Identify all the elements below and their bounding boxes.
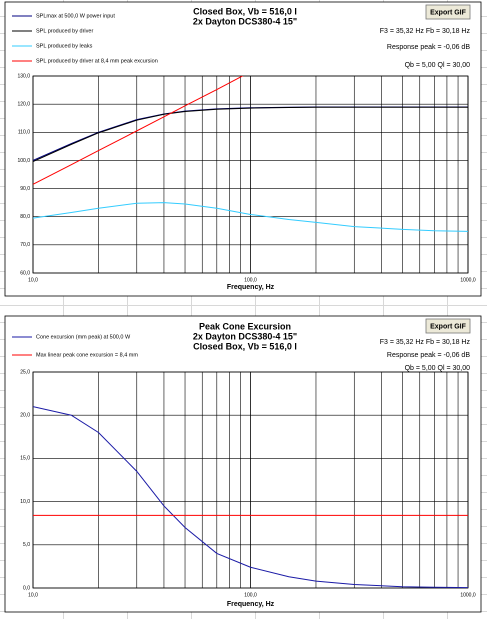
series-line [33,106,468,163]
y-tick-label: 15,0 [20,456,30,462]
x-axis-label: Frequency, Hz [227,601,275,608]
chart-title: Closed Box, Vb = 516,0 l [193,341,297,351]
chart-title: Closed Box, Vb = 516,0 l [193,6,297,16]
series-line [33,406,468,588]
y-tick-label: 25,0 [20,369,30,375]
annotation: Response peak = -0,06 dB [387,352,470,359]
annotation: F3 = 35,32 Hz Fb = 30,18 Hz [380,339,471,346]
annotation: Qb = 5,00 Ql = 30,00 [405,365,470,372]
export-button[interactable]: Export GIF [425,318,471,334]
y-tick-label: 10,0 [20,499,30,505]
button-label[interactable]: Export GIF [430,9,467,16]
x-tick-label: 1000,0 [460,592,476,598]
x-tick-label: 1000,0 [460,277,476,283]
y-tick-label: 20,0 [20,413,30,419]
y-tick-label: 120,0 [17,101,30,107]
legend-label: SPL produced by driver [36,28,93,34]
y-tick-label: 70,0 [20,242,30,248]
x-tick-label: 100,0 [244,277,257,283]
chart-title: Peak Cone Excursion [199,321,291,331]
y-tick-label: 60,0 [20,270,30,276]
export-button[interactable]: Export GIF [425,4,471,20]
chart: 0,0 5,0 10,0 15,0 20,0 25,0 10,0 100,0 1000,0 Fre… [4,315,482,613]
button-face [425,318,471,334]
y-tick-label: 5,0 [23,542,30,548]
button-label[interactable]: Export GIF [430,323,467,330]
annotation: F3 = 35,32 Hz Fb = 30,18 Hz [380,28,471,35]
y-tick-label: 90,0 [20,186,30,192]
y-tick-label: 110,0 [18,130,30,136]
button-face [425,4,471,20]
annotation: Qb = 5,00 Ql = 30,00 [405,62,470,69]
y-tick-label: 130,0 [17,73,30,79]
chart-title: 2x Dayton DCS380-4 15" [193,16,297,26]
legend-label: SPLmax at 500,0 W power input [36,13,115,19]
series-line [33,202,468,232]
x-axis-label: Frequency, Hz [227,284,275,291]
y-tick-label: 0,0 [23,585,30,591]
chart-title: 2x Dayton DCS380-4 15" [193,331,297,341]
x-tick-label: 10,0 [28,592,38,598]
y-tick-label: 100,0 [17,158,30,164]
legend-label: SPL produced by driver at 8,4 mm peak ex… [36,58,158,64]
x-tick-label: 100,0 [244,592,257,598]
legend-label: SPL produced by leaks [36,43,93,49]
chart: 60,0 70,0 80,0 90,0 100,0 110,0 120,0 130,0 10,0… [4,1,482,297]
series-line [33,76,244,185]
legend-label: Max linear peak cone excursion = 8,4 mm [36,352,138,358]
y-tick-label: 80,0 [20,214,30,220]
legend-label: Cone excursion (mm peak) at 500,0 W [36,334,131,340]
x-tick-label: 10,0 [28,277,38,283]
annotation: Response peak = -0,06 dB [387,44,470,51]
